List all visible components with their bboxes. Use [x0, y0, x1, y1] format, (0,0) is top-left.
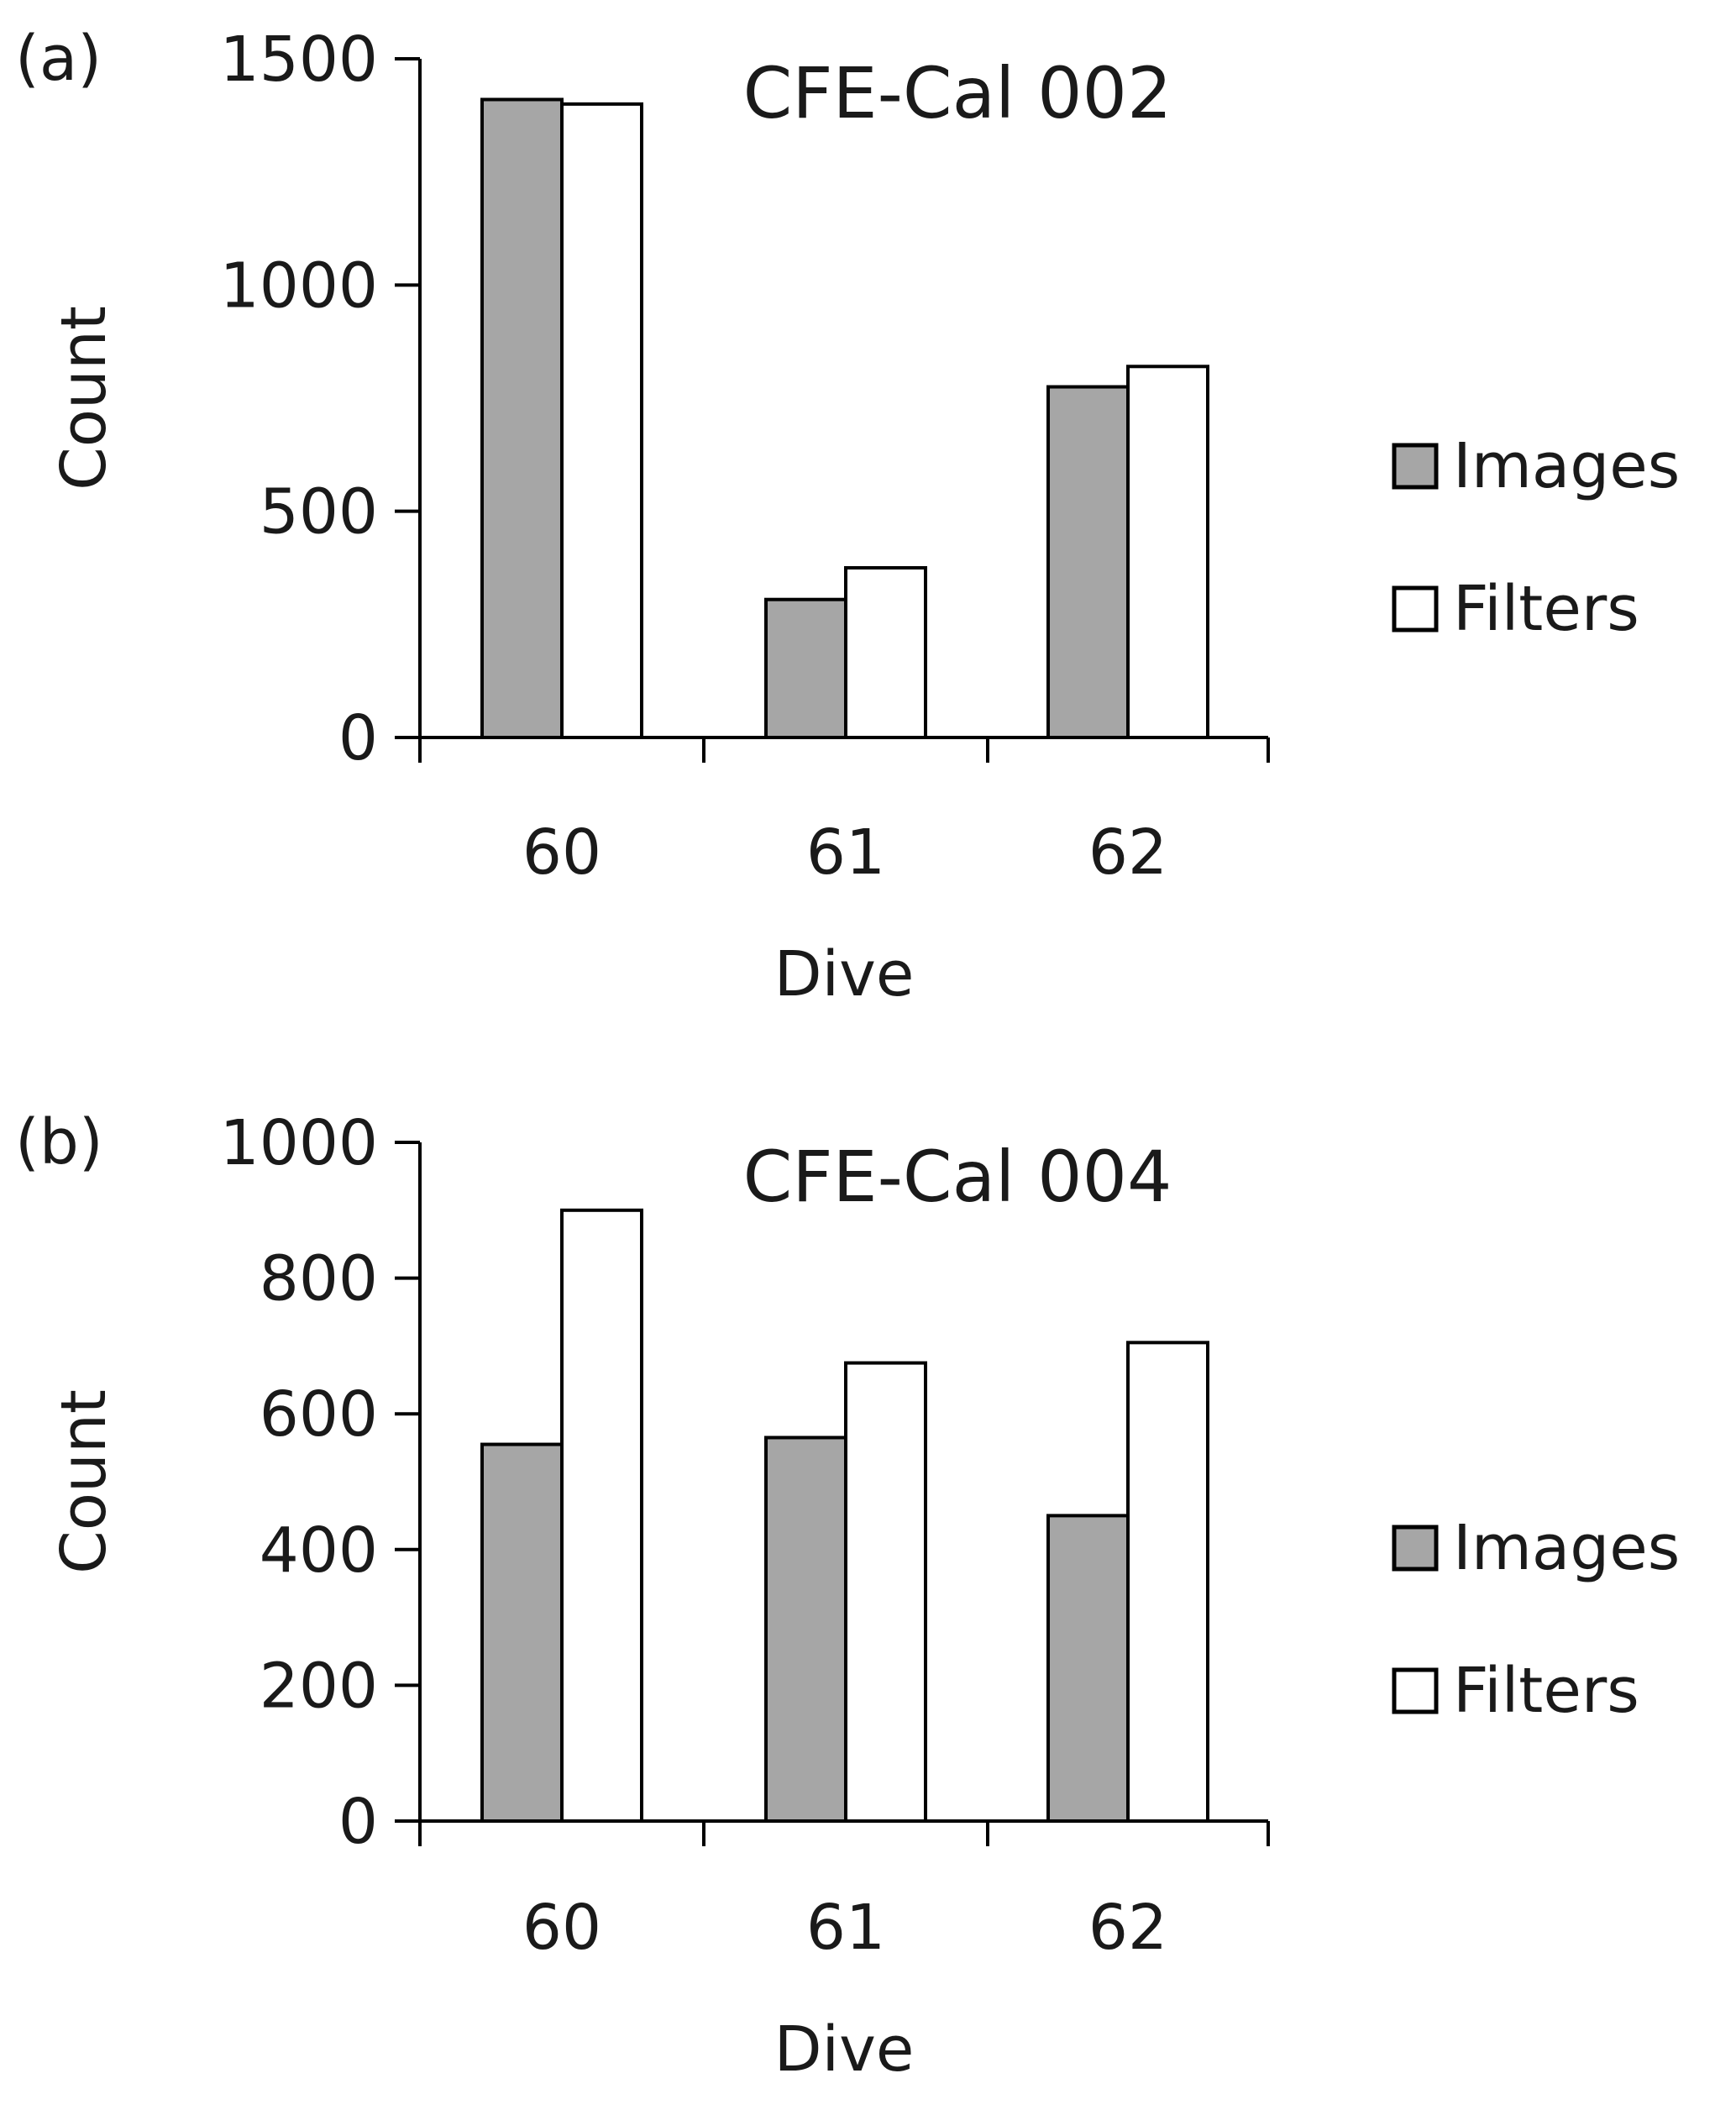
y-tick-label: 1000	[220, 1107, 378, 1179]
x-axis-title: Dive	[774, 938, 915, 1010]
bar-images-62	[1046, 1514, 1130, 1824]
bar-images-60	[480, 97, 564, 740]
y-tick-label: 200	[260, 1650, 378, 1722]
y-tick-label: 500	[260, 476, 378, 548]
panel-a: 0 500 1000 1500 60 61 62 Dive Count CFE-Cal 002 (a…	[15, 23, 1680, 1010]
bar-filters-60	[560, 1208, 643, 1824]
legend-swatch-filters	[1392, 585, 1439, 632]
legend-swatch-filters	[1392, 1667, 1439, 1714]
bar-filters-60	[560, 102, 643, 740]
x-tick-label: 61	[806, 816, 885, 889]
x-tick-label: 62	[1088, 816, 1167, 889]
bar-images-62	[1046, 385, 1130, 739]
bar-images-61	[764, 1436, 847, 1823]
y-axis-title: Count	[48, 1389, 120, 1574]
bar-images-60	[480, 1442, 564, 1824]
y-tick-label: 1000	[220, 249, 378, 322]
y-tick-label: 600	[260, 1378, 378, 1451]
x-tick-label: 60	[522, 816, 601, 889]
bar-filters-61	[844, 1361, 927, 1823]
y-tick-label: 0	[338, 1786, 378, 1858]
legend-label-images: Images	[1453, 430, 1680, 502]
y-tick-label: 400	[260, 1514, 378, 1587]
bar-filters-62	[1126, 365, 1209, 739]
legend-label-filters: Filters	[1453, 1655, 1639, 1727]
legend-label-filters: Filters	[1453, 573, 1639, 645]
chart-title: CFE-Cal 004	[743, 1136, 1172, 1218]
y-tick-label: 0	[338, 702, 378, 774]
x-tick-label: 61	[806, 1892, 885, 1964]
bar-filters-62	[1126, 1341, 1209, 1823]
bar-images-61	[764, 597, 847, 739]
x-tick-label: 62	[1088, 1892, 1167, 1964]
x-axis-title: Dive	[774, 2013, 915, 2086]
chart-title: CFE-Cal 002	[743, 52, 1172, 134]
bar-filters-61	[844, 566, 927, 739]
panel-label: (b)	[15, 1106, 103, 1178]
legend-swatch-images	[1392, 1525, 1439, 1572]
x-tick-label: 60	[522, 1892, 601, 1964]
legend-label-images: Images	[1453, 1512, 1680, 1584]
y-axis-title: Count	[48, 306, 120, 491]
y-tick-label: 800	[260, 1243, 378, 1315]
panel-label: (a)	[15, 23, 102, 95]
legend-swatch-images	[1392, 443, 1439, 490]
panel-b: 0 200 400 600 800 1000 60 61 62 Dive Count CFE-Cal …	[15, 1106, 1680, 2086]
y-tick-label: 1500	[220, 24, 378, 96]
